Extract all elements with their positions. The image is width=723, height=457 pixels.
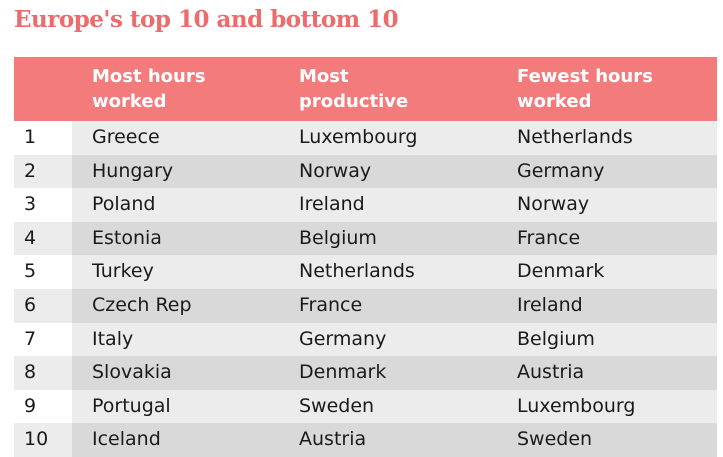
header-most-hours-line2: worked xyxy=(92,91,167,112)
most-hours-cell: Poland xyxy=(92,193,156,216)
most-hours-cell: Slovakia xyxy=(92,361,172,384)
fewest-hours-cell: Austria xyxy=(517,361,585,384)
table-row: 4 Estonia Belgium France xyxy=(14,221,717,256)
rank-cell: 9 xyxy=(24,394,37,417)
most-hours-cell: Czech Rep xyxy=(92,293,192,316)
table-row: 1 Greece Luxembourg Netherlands xyxy=(14,121,717,155)
most-productive-cell: Denmark xyxy=(299,361,387,384)
most-hours-cell: Italy xyxy=(92,327,134,350)
header-most-productive-line1: Most xyxy=(299,66,349,87)
table-row: 8 Slovakia Denmark Austria xyxy=(14,356,717,390)
most-hours-cell: Iceland xyxy=(92,428,161,451)
table-row: 3 Poland Ireland Norway xyxy=(14,188,717,222)
most-productive-cell: Germany xyxy=(299,327,387,350)
most-productive-cell: Luxembourg xyxy=(299,126,418,148)
table-header: Most hours worked Most productive Fewest… xyxy=(14,57,717,121)
most-productive-cell: Netherlands xyxy=(299,260,415,283)
rank-cell: 1 xyxy=(24,126,37,148)
most-hours-cell: Estonia xyxy=(92,226,162,249)
table-row: 9 Portugal Sweden Luxembourg xyxy=(14,389,717,424)
fewest-hours-cell: Norway xyxy=(517,193,590,216)
header-fewest-hours-line1: Fewest hours xyxy=(517,66,653,87)
fewest-hours-cell: Germany xyxy=(517,159,605,182)
rank-cell: 5 xyxy=(24,260,37,283)
most-productive-cell: Sweden xyxy=(299,394,375,417)
fewest-hours-cell: Belgium xyxy=(517,327,595,350)
most-hours-cell: Greece xyxy=(92,126,160,148)
most-hours-cell: Portugal xyxy=(92,394,171,417)
fewest-hours-cell: Denmark xyxy=(517,260,605,283)
page-title: Europe's top 10 and bottom 10 xyxy=(14,6,399,33)
header-most-hours-line1: Most hours xyxy=(92,66,206,87)
table-row: 10 Iceland Austria Sweden xyxy=(14,423,717,457)
rank-cell: 3 xyxy=(24,193,37,216)
most-hours-cell: Hungary xyxy=(92,159,174,182)
header-fewest-hours-line2: worked xyxy=(517,91,592,112)
most-productive-cell: Belgium xyxy=(299,226,377,249)
header-most-productive-line2: productive xyxy=(299,91,409,112)
header-most-productive: Most productive xyxy=(299,64,408,114)
most-productive-cell: Austria xyxy=(299,428,367,451)
fewest-hours-cell: Luxembourg xyxy=(517,394,636,417)
table-row: 7 Italy Germany Belgium xyxy=(14,322,717,357)
ranking-table: Most hours worked Most productive Fewest… xyxy=(14,57,717,457)
rank-cell: 2 xyxy=(24,159,37,182)
rank-cell: 4 xyxy=(24,226,37,249)
most-hours-cell: Turkey xyxy=(92,260,154,283)
fewest-hours-cell: France xyxy=(517,226,581,249)
most-productive-cell: Norway xyxy=(299,159,372,182)
fewest-hours-cell: Sweden xyxy=(517,428,593,451)
rank-cell: 8 xyxy=(24,361,37,384)
most-productive-cell: Ireland xyxy=(299,193,365,216)
fewest-hours-cell: Ireland xyxy=(517,293,583,316)
table-row: 5 Turkey Netherlands Denmark xyxy=(14,255,717,289)
table-row: 6 Czech Rep France Ireland xyxy=(14,288,717,323)
rank-cell: 6 xyxy=(24,293,37,316)
table-row: 2 Hungary Norway Germany xyxy=(14,154,717,189)
most-productive-cell: France xyxy=(299,293,363,316)
rank-cell: 7 xyxy=(24,327,37,350)
header-fewest-hours-worked: Fewest hours worked xyxy=(517,64,653,114)
fewest-hours-cell: Netherlands xyxy=(517,126,633,148)
rank-cell: 10 xyxy=(24,428,49,451)
header-most-hours-worked: Most hours worked xyxy=(92,64,205,114)
